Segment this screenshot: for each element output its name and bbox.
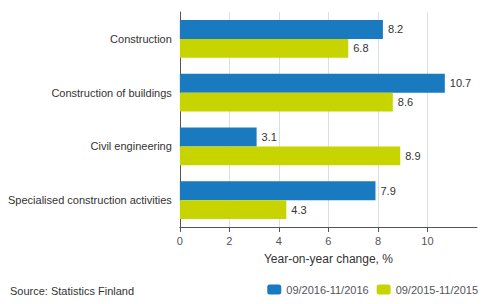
svg-text:Construction of buildings: Construction of buildings bbox=[51, 87, 172, 99]
svg-text:10.7: 10.7 bbox=[450, 77, 471, 89]
svg-text:Civil engineering: Civil engineering bbox=[91, 140, 172, 152]
svg-text:8.2: 8.2 bbox=[388, 23, 403, 35]
svg-text:0: 0 bbox=[177, 235, 183, 247]
svg-text:Specialised construction activ: Specialised construction activities bbox=[8, 194, 172, 206]
svg-text:8: 8 bbox=[375, 235, 381, 247]
svg-text:6: 6 bbox=[325, 235, 331, 247]
svg-text:6.8: 6.8 bbox=[353, 42, 368, 54]
svg-text:3.1: 3.1 bbox=[262, 131, 277, 143]
svg-text:Source: Statistics Finland: Source: Statistics Finland bbox=[10, 285, 134, 297]
svg-text:4.3: 4.3 bbox=[291, 204, 306, 216]
svg-text:Year-on-year change, %: Year-on-year change, % bbox=[264, 252, 393, 266]
svg-text:8.9: 8.9 bbox=[405, 150, 420, 162]
svg-text:09/2016-11/2016: 09/2016-11/2016 bbox=[286, 284, 368, 296]
svg-text:4: 4 bbox=[276, 235, 282, 247]
svg-text:8.6: 8.6 bbox=[398, 96, 413, 108]
svg-text:7.9: 7.9 bbox=[380, 185, 395, 197]
svg-text:Construction: Construction bbox=[110, 33, 172, 45]
svg-text:09/2015-11/2015: 09/2015-11/2015 bbox=[396, 284, 478, 296]
svg-text:10: 10 bbox=[421, 235, 433, 247]
svg-text:2: 2 bbox=[226, 235, 232, 247]
